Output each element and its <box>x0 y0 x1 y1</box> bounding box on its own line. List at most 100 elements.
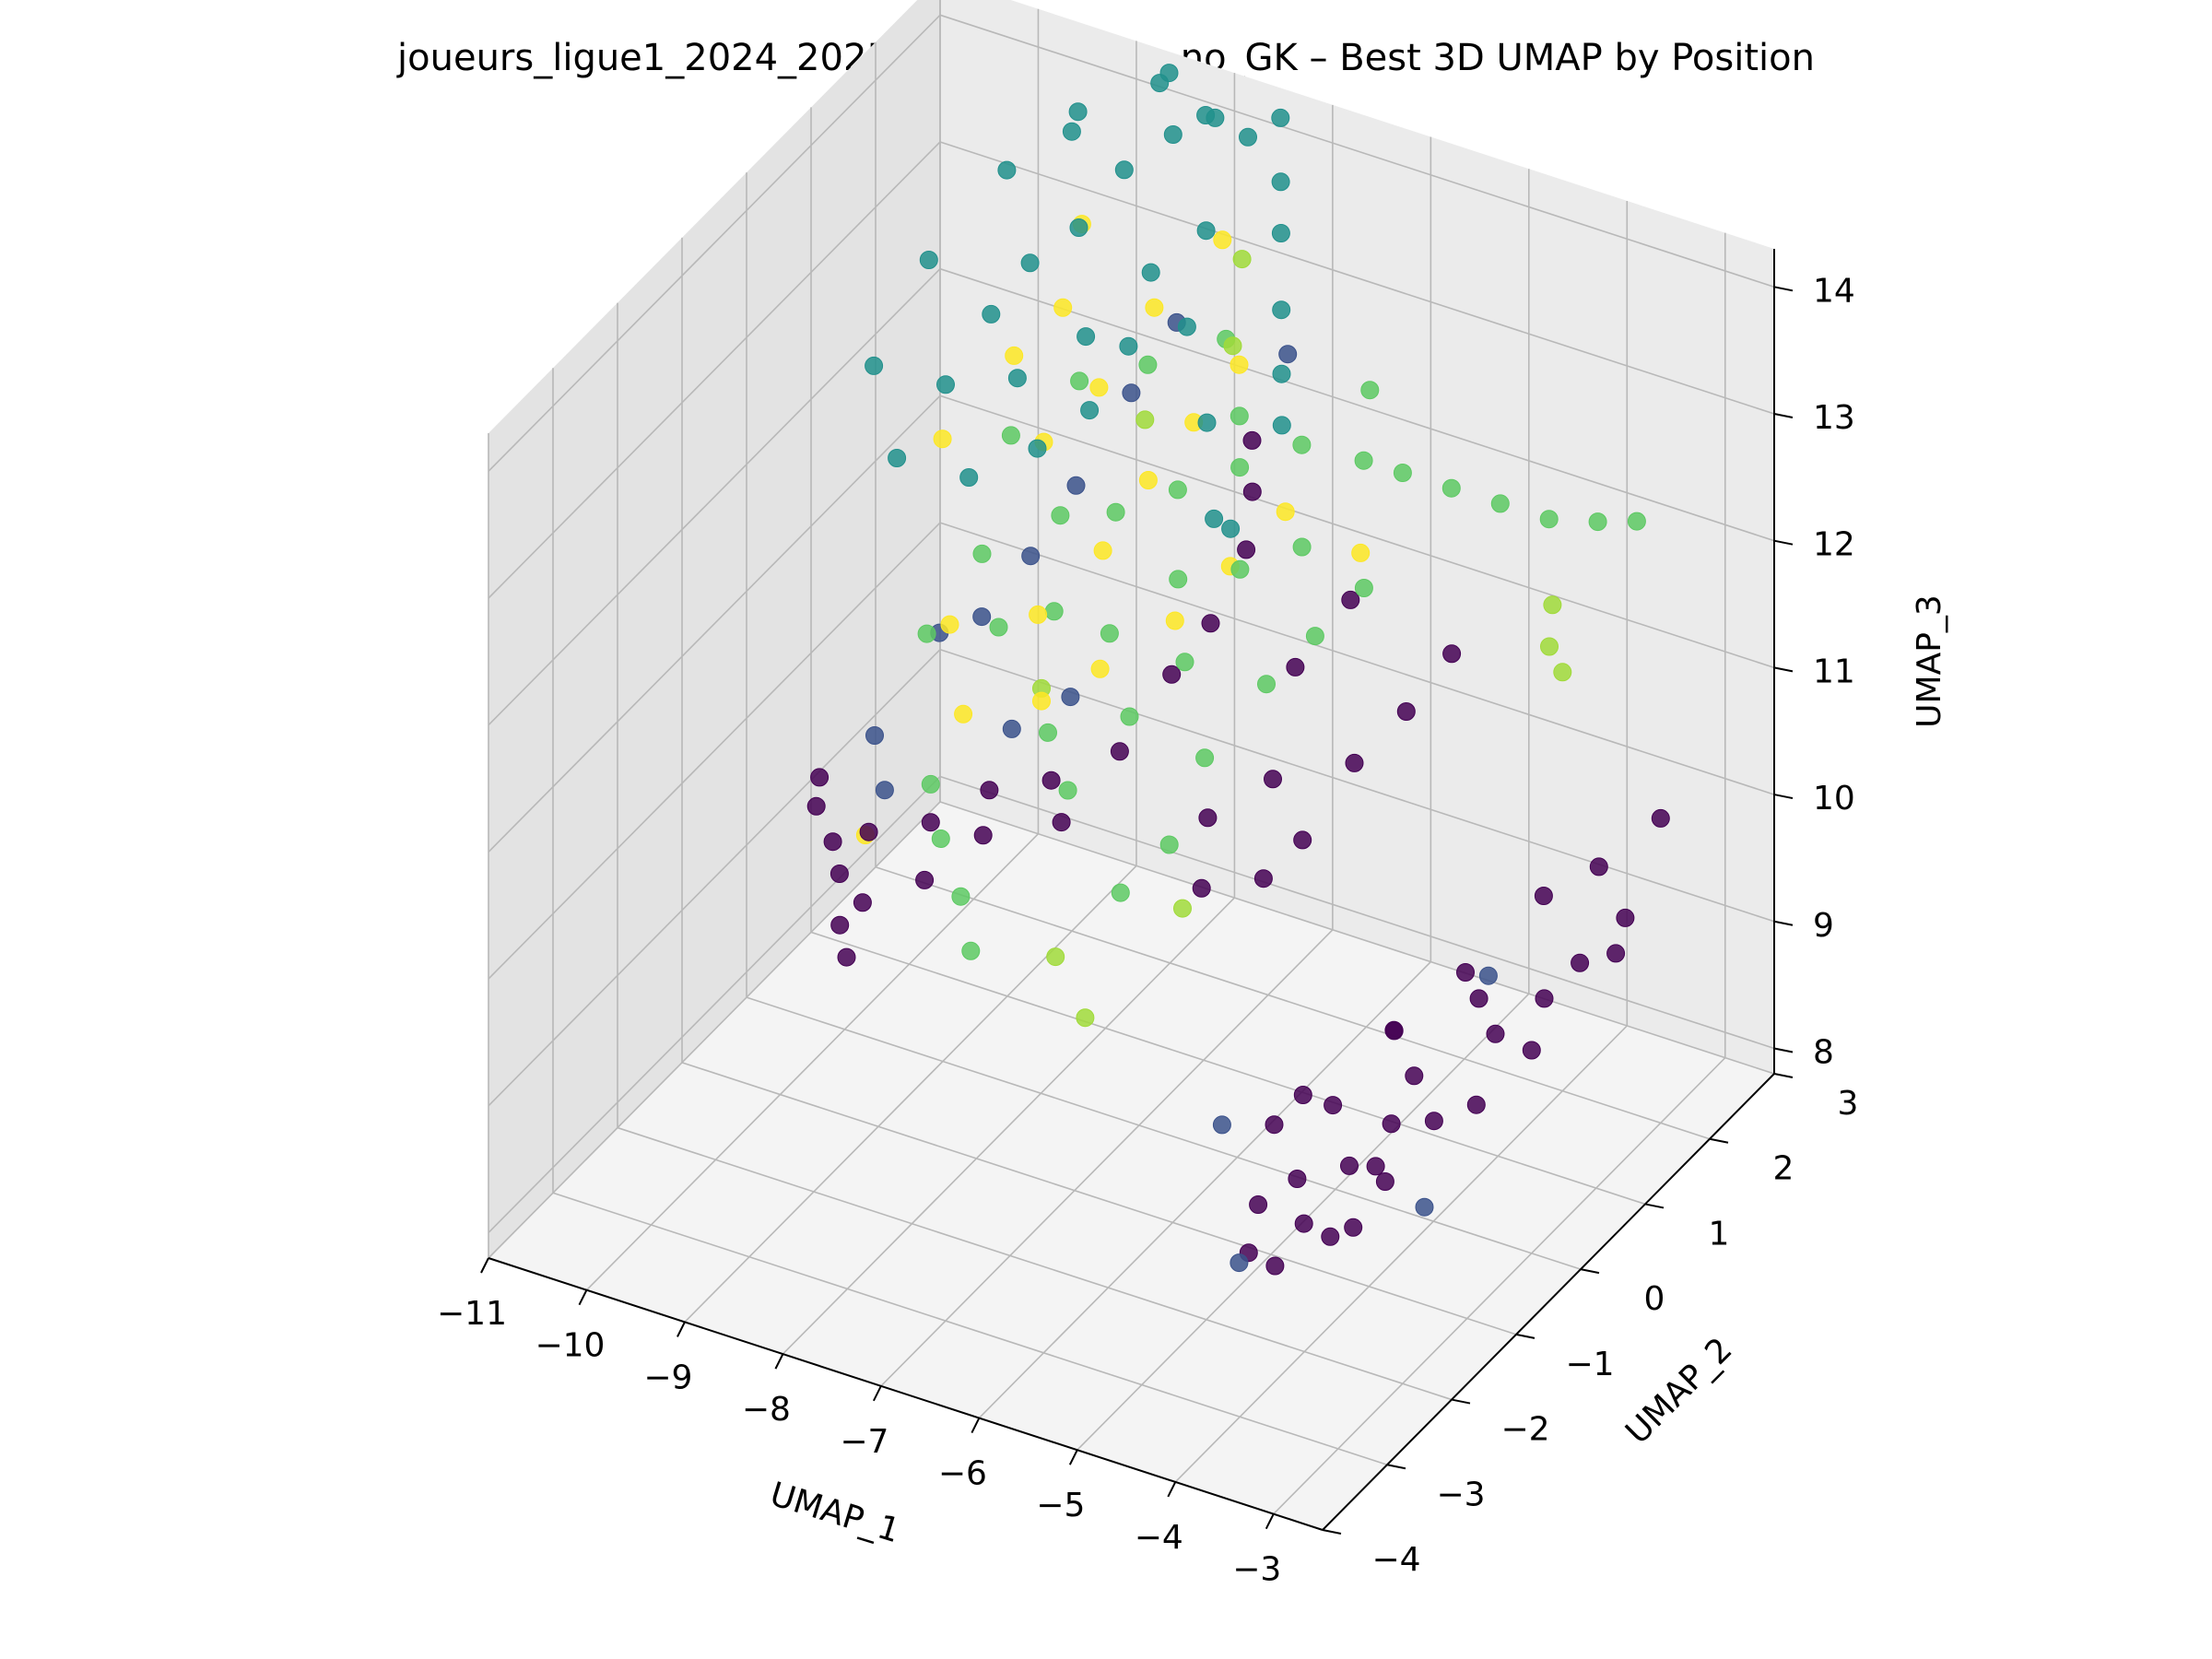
data-point <box>1384 1021 1404 1041</box>
data-point <box>961 941 981 960</box>
tick-labels: −11−10−9−8−7−6−5−4−3 −4−3−2−1012389101112… <box>437 272 1858 1588</box>
z-grid-back <box>939 141 1775 415</box>
data-point <box>1052 813 1071 832</box>
x-tick-label: −8 <box>742 1391 791 1429</box>
data-points <box>806 64 1670 1276</box>
data-point <box>875 781 894 800</box>
x-grid-floor <box>1174 1025 1628 1483</box>
z-grid-left <box>488 649 941 1107</box>
data-point <box>931 830 950 848</box>
x-grid-floor <box>585 833 1040 1291</box>
data-point <box>921 774 940 794</box>
floor-pane <box>488 802 1774 1530</box>
data-point <box>1293 1086 1312 1104</box>
data-point <box>1145 298 1164 317</box>
data-point <box>980 781 999 800</box>
x-tick-label: −7 <box>840 1423 888 1461</box>
y-grid-floor <box>681 1062 1517 1335</box>
data-point <box>1321 1227 1340 1246</box>
data-point <box>1271 108 1290 127</box>
data-point <box>1090 659 1110 678</box>
data-point <box>1041 771 1061 790</box>
data-point <box>1165 611 1184 630</box>
z-tick <box>1773 794 1794 800</box>
data-point <box>1230 458 1250 477</box>
data-point <box>1486 1024 1505 1043</box>
data-point <box>1456 963 1475 982</box>
data-point <box>1288 1170 1307 1188</box>
data-point <box>1272 364 1291 383</box>
data-point <box>1278 345 1298 364</box>
data-point <box>830 865 849 883</box>
data-point <box>1272 416 1291 435</box>
y-grid-floor <box>810 931 1646 1206</box>
data-point <box>1616 908 1635 927</box>
data-point <box>830 915 850 935</box>
data-point <box>1292 537 1312 557</box>
data-point <box>1490 494 1510 513</box>
data-point <box>1053 298 1073 317</box>
y-tick <box>1580 1268 1600 1275</box>
data-point <box>1293 830 1312 850</box>
z-grid-left <box>488 522 941 980</box>
data-point <box>1271 224 1290 242</box>
data-point <box>972 544 992 563</box>
data-point <box>1230 355 1249 374</box>
y-grid-floor <box>617 1126 1453 1401</box>
data-point <box>859 822 878 841</box>
data-point <box>1360 381 1380 400</box>
data-point <box>1221 519 1241 538</box>
x-grid-floor <box>684 865 1137 1323</box>
data-point <box>954 704 973 724</box>
x-tick <box>1167 1481 1177 1498</box>
data-point <box>1044 602 1064 621</box>
x-tick <box>578 1289 588 1306</box>
data-point <box>1002 719 1021 738</box>
data-point <box>806 796 826 816</box>
data-point <box>1415 1197 1434 1217</box>
x-tick-label: −10 <box>535 1327 605 1365</box>
x-tick <box>872 1385 882 1402</box>
data-point <box>1393 464 1412 482</box>
data-point <box>1242 430 1262 450</box>
data-point <box>1135 410 1155 429</box>
data-point <box>1441 478 1461 498</box>
data-point <box>1366 1157 1385 1176</box>
data-point <box>973 826 993 845</box>
data-point <box>1192 878 1211 898</box>
data-point <box>1354 579 1373 597</box>
data-point <box>1539 510 1559 529</box>
data-point <box>865 356 884 375</box>
x-grid-floor <box>880 929 1334 1387</box>
data-point <box>1089 378 1109 397</box>
data-point <box>1469 989 1488 1008</box>
y-tick <box>1515 1333 1535 1339</box>
data-point <box>865 726 884 745</box>
y-tick-label: 3 <box>1838 1085 1859 1123</box>
data-point <box>1294 1214 1313 1233</box>
x-grid-floor <box>978 960 1431 1419</box>
z-tick-label: 11 <box>1813 653 1855 690</box>
data-point <box>1175 653 1194 672</box>
data-point <box>989 618 1008 637</box>
z-tick-label: 8 <box>1813 1033 1834 1071</box>
data-point <box>1242 482 1262 501</box>
data-point <box>1396 702 1416 721</box>
data-point <box>1205 509 1224 528</box>
x-tick <box>971 1418 981 1433</box>
z-grid-left <box>488 394 941 853</box>
x-tick <box>1265 1513 1275 1530</box>
y-tick-label: −1 <box>1565 1346 1614 1383</box>
data-point <box>1066 476 1086 495</box>
data-point <box>1271 172 1290 192</box>
data-point <box>1237 540 1256 559</box>
data-point <box>1223 336 1242 356</box>
data-point <box>1077 327 1096 347</box>
data-point <box>1168 480 1187 500</box>
data-point <box>1627 512 1646 531</box>
data-point <box>1265 1115 1284 1135</box>
x-tick-label: −11 <box>437 1295 507 1333</box>
y-tick-label: −2 <box>1500 1411 1549 1449</box>
data-point <box>837 947 856 967</box>
data-point <box>1442 644 1462 664</box>
